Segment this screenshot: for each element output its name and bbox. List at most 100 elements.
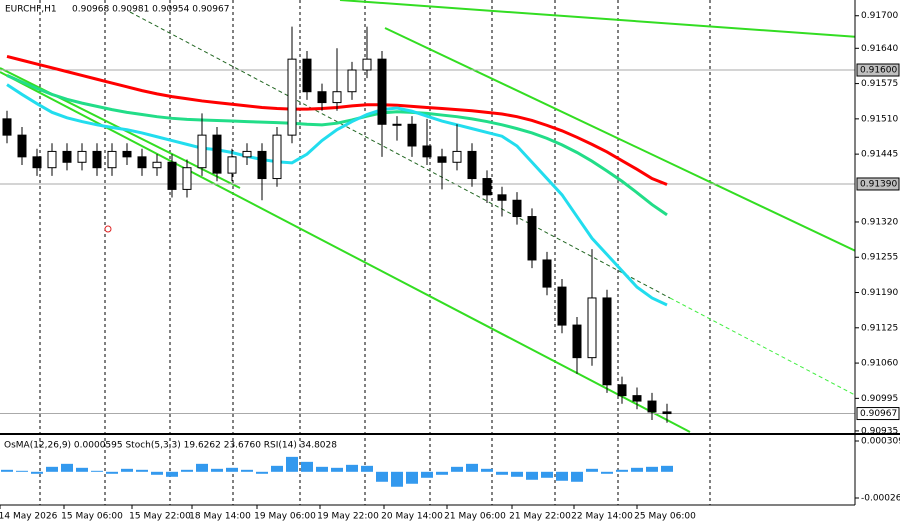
osma-bar [241, 469, 253, 472]
y-tick-label: 0.91125 [861, 323, 898, 333]
y-tick-label: 0.91700 [861, 11, 898, 21]
candle-body [197, 134, 207, 169]
level-label: 0.91390 [860, 179, 897, 189]
y-tick-label: 0.91060 [861, 359, 898, 369]
indicator-title: OsMA(12,26,9) 0.0000595 Stoch(5,3,3) 19.… [4, 441, 337, 451]
candle-body [542, 259, 552, 288]
moving-average [6, 83, 668, 307]
level-box [856, 177, 900, 191]
osma-bar [256, 471, 268, 474]
osma-bar [526, 471, 538, 480]
time-label: 21 May 06:00 [444, 512, 506, 522]
candle-body [467, 150, 477, 180]
candle-body [257, 150, 267, 180]
osma-bar [496, 471, 508, 475]
indicator-tick-label: 0.0003093 [861, 437, 900, 447]
osma-bar [31, 471, 43, 474]
quote: 0.90968 0.90981 0.90954 0.90967 [72, 5, 229, 15]
candle-body [227, 156, 237, 174]
candle-body [332, 91, 342, 104]
candle-body [152, 161, 162, 169]
candle-body [527, 216, 537, 261]
osma-bar [601, 471, 613, 474]
osma-bar [541, 471, 553, 478]
osma-bar [391, 471, 403, 487]
osma-bar [331, 467, 343, 472]
osma-bar [646, 466, 658, 472]
osma-bar [586, 468, 598, 472]
osma-bar [661, 465, 673, 472]
osma-bar [571, 471, 583, 482]
osma-bar [196, 463, 208, 472]
y-tick-label: 0.91445 [861, 150, 898, 160]
osma-bar [376, 471, 388, 482]
y-tick-label: 0.91575 [861, 79, 898, 89]
osma-bar [271, 465, 283, 472]
osma-bar [466, 463, 478, 472]
candle-body [47, 150, 57, 169]
candle-body [602, 297, 612, 386]
osma-bar [616, 469, 628, 472]
candle-body [632, 395, 642, 402]
osma-bar [346, 464, 358, 472]
y-tick-label: 0.90995 [861, 394, 898, 404]
time-label: 22 May 14:00 [571, 512, 633, 522]
osma-bar [511, 471, 523, 477]
osma-bar [151, 471, 163, 475]
time-label: 15 May 22:00 [129, 512, 191, 522]
osma-bar [481, 468, 493, 472]
y-tick-label: 0.91255 [861, 253, 898, 263]
candle-body [302, 58, 312, 93]
candle-body [272, 134, 282, 180]
candle-body [557, 286, 567, 326]
candle-body [212, 134, 222, 174]
candle-body [2, 118, 12, 136]
osma-bar [556, 471, 568, 481]
symbol: EURCHF,H1 [5, 5, 57, 15]
marker [104, 225, 112, 233]
osma-bar [316, 466, 328, 472]
candle-body [482, 178, 492, 196]
osma-bar [1, 469, 13, 472]
candle-body [32, 156, 42, 169]
candle-body [17, 134, 27, 158]
y-tick-label: 0.91510 [861, 114, 898, 124]
time-label: 21 May 22:00 [509, 512, 571, 522]
y-tick-label: 0.90935 [861, 426, 898, 436]
candle-body [347, 69, 357, 93]
candle-body [287, 58, 297, 136]
candle-body [512, 199, 522, 218]
time-label: 20 May 14:00 [381, 512, 443, 522]
candle-body [422, 145, 432, 158]
time-label: 19 May 22:00 [317, 512, 379, 522]
candle-body [497, 194, 507, 201]
osma-bar [406, 471, 418, 484]
osma-bar [226, 467, 238, 472]
price-axis-bg [855, 0, 900, 527]
candle-body [617, 384, 627, 397]
level-label: 0.90967 [860, 409, 897, 419]
osma-bar [361, 465, 373, 472]
candle-body [107, 150, 117, 169]
osma-bar [301, 461, 313, 472]
osma-bar [121, 468, 133, 472]
candle-body [647, 400, 657, 413]
candle-body [572, 324, 582, 359]
y-tick-label: 0.91640 [861, 44, 898, 54]
osma-bar [451, 466, 463, 472]
candle-body [362, 58, 372, 71]
time-label: 19 May 06:00 [254, 512, 316, 522]
osma-bar [181, 469, 193, 472]
time-grid [39, 0, 711, 505]
osma-bar [76, 467, 88, 472]
candle-body [437, 156, 447, 163]
candle-body [392, 123, 402, 126]
osma-bar [16, 470, 28, 472]
level-label: 0.91600 [860, 66, 897, 76]
osma-bar [46, 466, 58, 472]
candle-body [137, 156, 147, 169]
osma-bar [421, 471, 433, 478]
candle-body [377, 58, 387, 125]
